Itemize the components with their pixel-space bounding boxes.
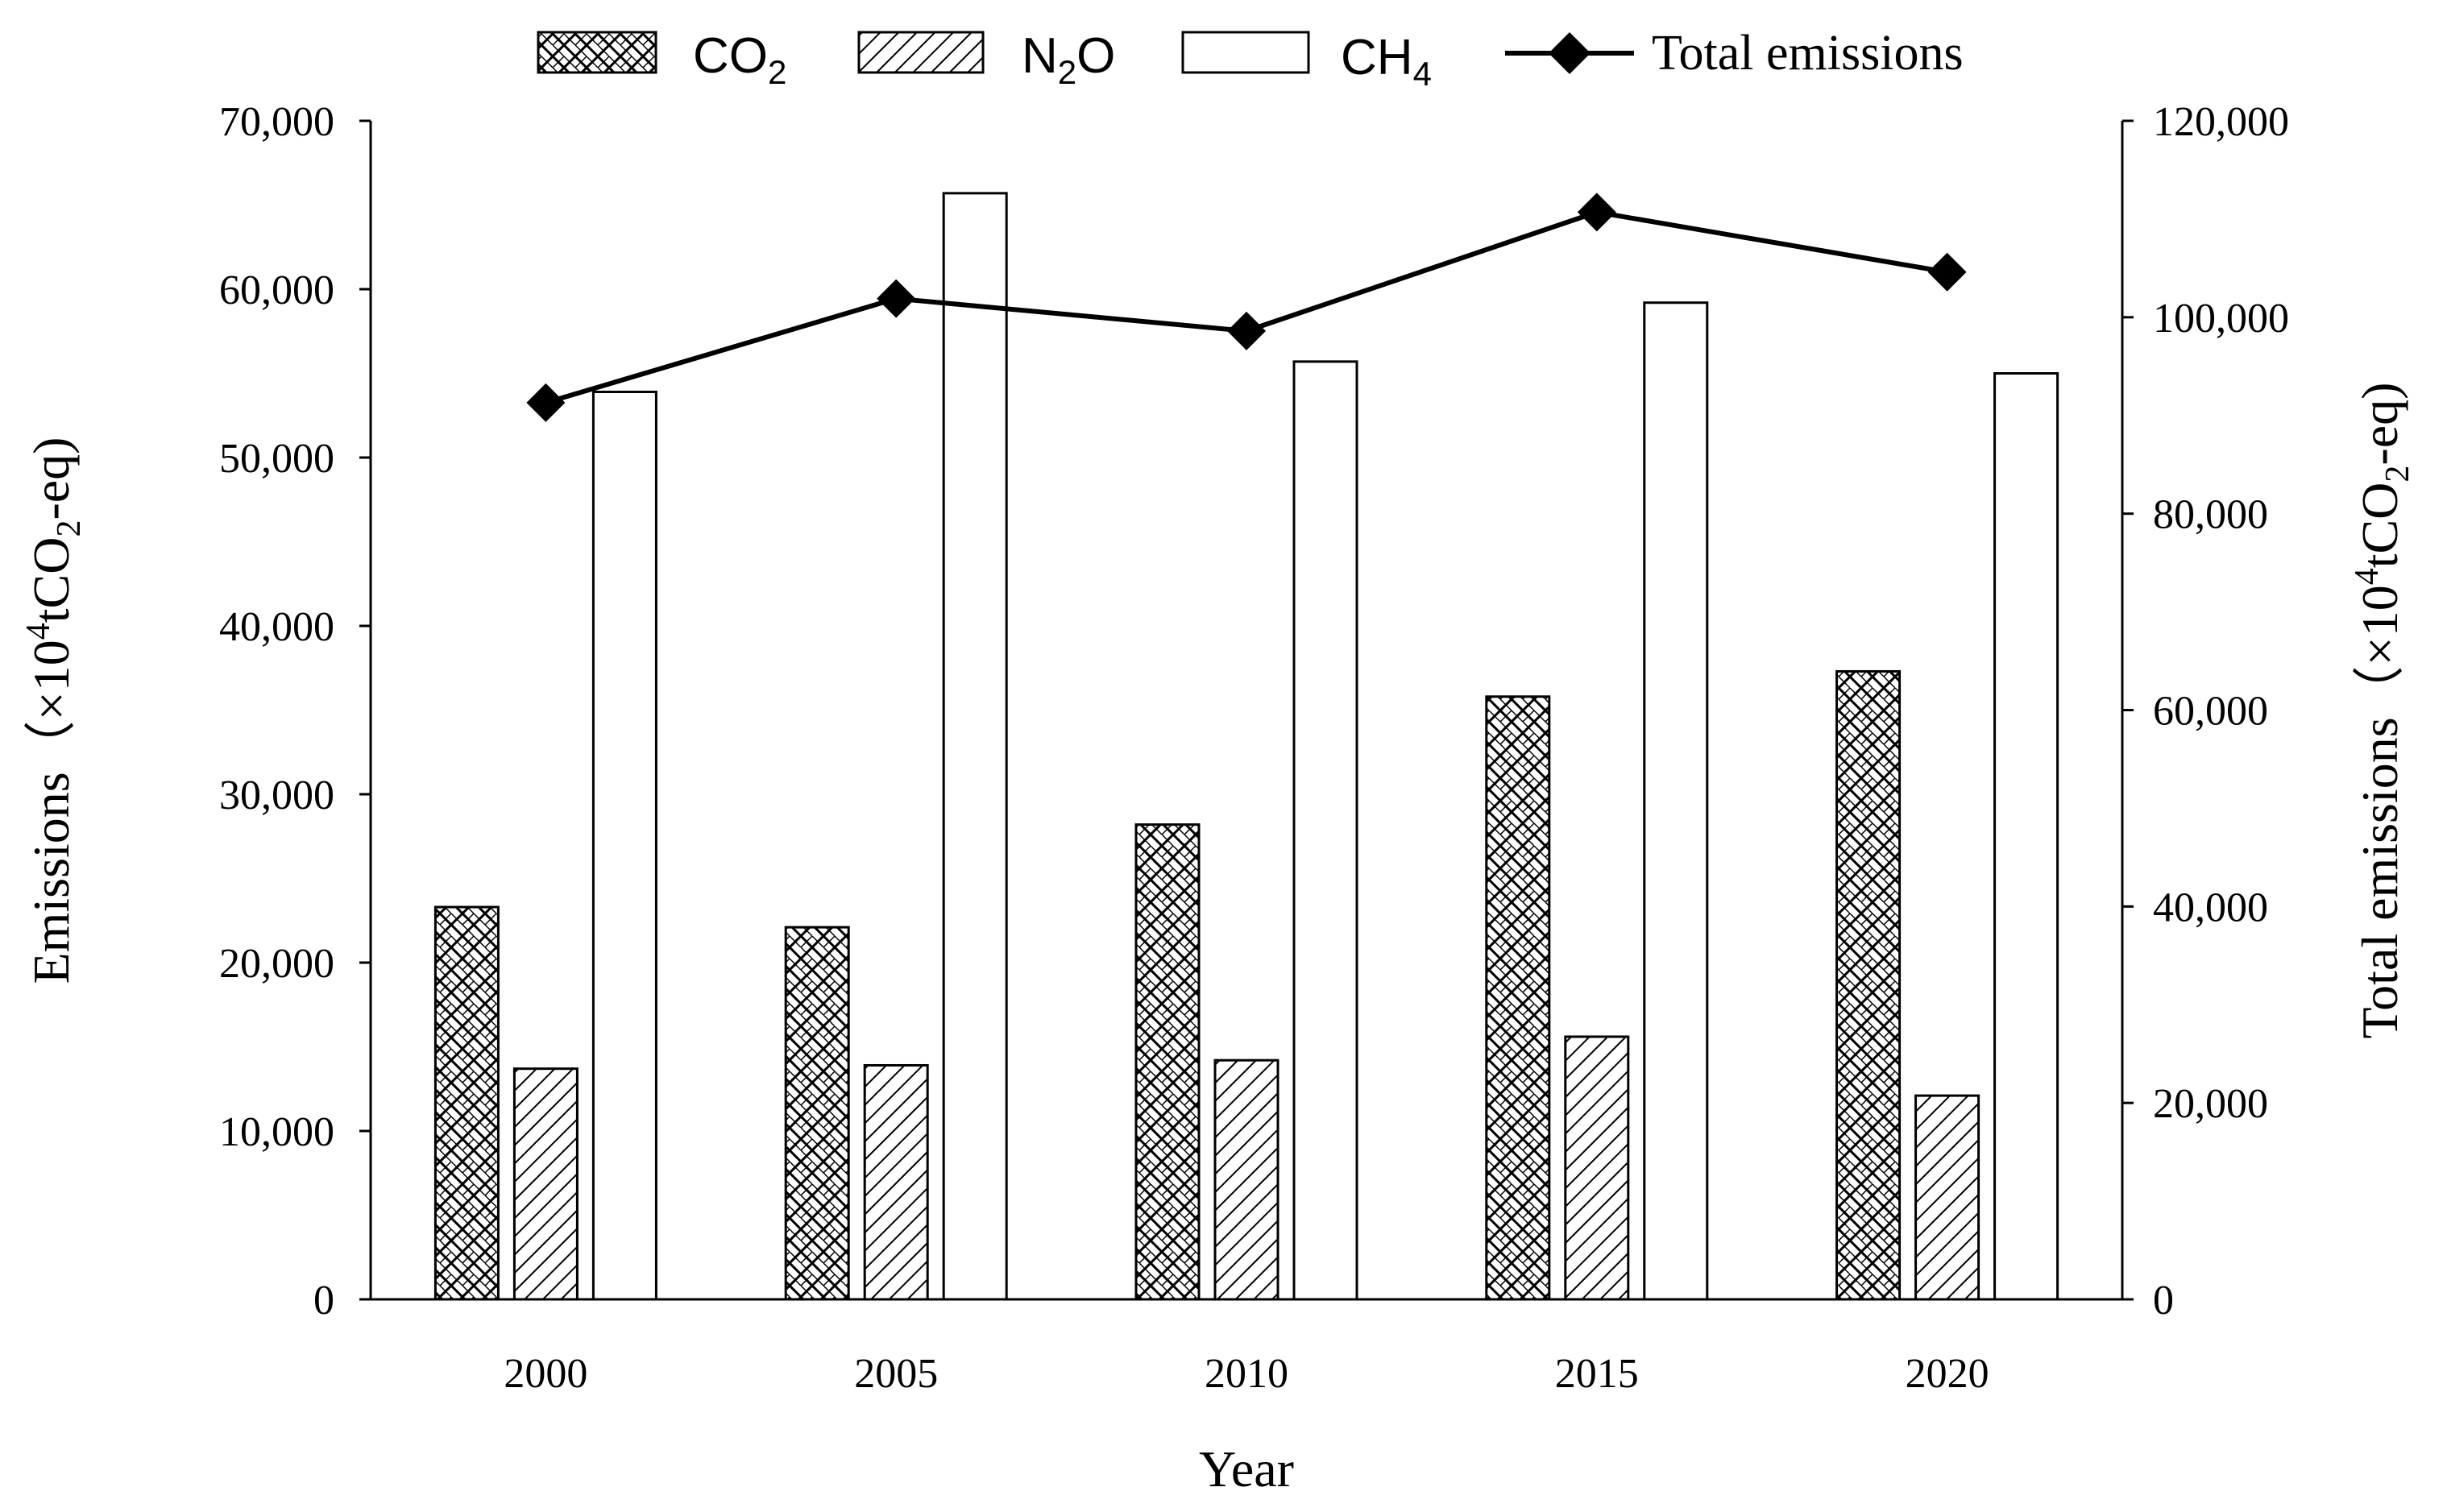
legend-item-co2: CO2 [537, 28, 786, 91]
legend-item-n2o: N2O [857, 28, 1115, 91]
right-tick-label: 20,000 [2153, 1081, 2268, 1127]
right-tick-label: 0 [2153, 1278, 2174, 1324]
bar-ch4-2015 [1643, 301, 1709, 1301]
total-point-2010 [1227, 311, 1266, 350]
bar-co2-2020 [1835, 669, 1902, 1301]
right-axis-title: Total emissions（×104tCO2-eq) [2349, 383, 2416, 1039]
bar-n2o-2015 [1564, 1035, 1630, 1301]
total-point-2005 [877, 279, 916, 318]
left-tick-label: 30,000 [219, 773, 334, 818]
legend-item-ch4: CH4 [1181, 30, 1432, 93]
x-tick-label: 2000 [504, 1351, 587, 1397]
legend-diamond-icon [1549, 32, 1591, 74]
right-tick-label: 80,000 [2153, 492, 2268, 538]
left-tick-label: 40,000 [219, 604, 334, 650]
right-tick-label: 100,000 [2153, 296, 2289, 342]
left-tick-label: 50,000 [219, 436, 334, 482]
bar-n2o-2000 [512, 1067, 579, 1301]
left-tick-label: 70,000 [219, 99, 334, 145]
total-point-2020 [1927, 252, 1967, 292]
left-tick-label: 10,000 [219, 1109, 334, 1155]
x-axis-title: Year [1199, 1440, 1294, 1498]
bar-co2-2005 [784, 926, 850, 1301]
legend-label-co2-sub: 2 [768, 53, 786, 91]
bar-ch4-2010 [1292, 360, 1358, 1301]
svg-text:CH4: CH4 [1341, 30, 1432, 93]
left-tick-label: 60,000 [219, 267, 334, 313]
legend-label-n2o-tail: O [1076, 28, 1115, 84]
x-tick-label: 2005 [854, 1351, 938, 1397]
bar-co2-2010 [1134, 823, 1201, 1301]
bar-ch4-2020 [1993, 372, 2059, 1301]
right-tick-label: 40,000 [2153, 884, 2268, 930]
total-point-2015 [1577, 193, 1616, 232]
legend-swatch-n2o [857, 31, 985, 74]
x-tick-label: 2010 [1205, 1351, 1288, 1397]
x-tick-label: 2020 [1906, 1351, 1989, 1397]
legend-swatch-co2 [537, 31, 657, 74]
legend-label-n2o-sub: 2 [1058, 53, 1076, 91]
legend-label-ch4-sub: 4 [1413, 55, 1432, 93]
total-emissions-line [526, 193, 1967, 422]
left-y-ticks: 0 10,000 20,000 30,000 40,000 50,000 60,000 70,… [219, 99, 371, 1324]
left-tick-label: 0 [313, 1278, 334, 1324]
legend-item-total: Total emissions [1505, 26, 1964, 81]
legend-label-total: Total emissions [1652, 26, 1964, 81]
bar-co2-2000 [433, 905, 500, 1301]
left-axis-title: Emissions（×104tCO2-eq) [20, 437, 88, 984]
legend: CO2 N2O CH4 Total emissions [537, 26, 1964, 93]
bars [433, 192, 2059, 1301]
total-emissions-polyline [545, 209, 1948, 405]
bar-ch4-2000 [591, 390, 657, 1301]
bar-n2o-2005 [863, 1063, 929, 1301]
right-y-ticks: 0 20,000 40,000 60,000 80,000 100,000 120,000 [2122, 99, 2289, 1324]
right-tick-label: 60,000 [2153, 689, 2268, 735]
x-tick-labels: 2000 2005 2010 2015 2020 [504, 1351, 1989, 1397]
x-tick-label: 2015 [1555, 1351, 1639, 1397]
svg-text:N2O: N2O [1022, 28, 1115, 91]
svg-text:CO2: CO2 [693, 28, 786, 91]
left-tick-label: 20,000 [219, 941, 334, 987]
legend-label-n2o: N [1022, 28, 1058, 84]
legend-swatch-ch4 [1181, 31, 1310, 74]
bar-co2-2015 [1485, 695, 1551, 1301]
legend-label-co2: CO [693, 28, 768, 84]
bar-ch4-2005 [942, 192, 1008, 1301]
total-point-2000 [526, 383, 566, 422]
legend-label-ch4: CH [1341, 30, 1413, 85]
bar-n2o-2010 [1213, 1058, 1279, 1301]
bar-n2o-2020 [1914, 1094, 1980, 1301]
right-tick-label: 120,000 [2153, 99, 2289, 145]
